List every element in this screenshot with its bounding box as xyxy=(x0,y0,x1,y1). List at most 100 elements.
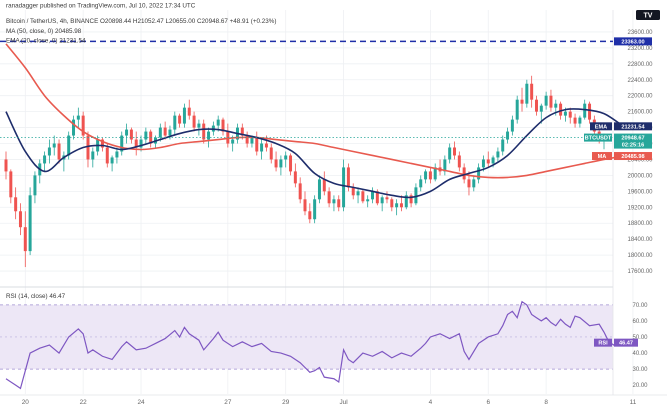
candle-body-111 xyxy=(539,105,543,112)
candle-body-54 xyxy=(264,143,268,148)
candle-body-24 xyxy=(120,135,124,152)
rsi-tag-bg xyxy=(614,338,638,347)
candle-body-101 xyxy=(491,157,495,164)
candle-body-86 xyxy=(419,179,423,188)
candle-body-41 xyxy=(202,123,206,140)
time-tick-6: 4 xyxy=(429,399,433,406)
price-axis[interactable]: 23600.00 23200.00 22800.00 22400.00 22000.00… xyxy=(627,30,653,275)
rsi-tick-3: 40.00 xyxy=(632,351,648,357)
candle-body-119 xyxy=(578,117,582,124)
candle-body-16 xyxy=(81,115,85,136)
candle-body-39 xyxy=(192,115,196,128)
candle-body-2 xyxy=(14,197,18,212)
candle-body-58 xyxy=(284,155,288,160)
candle-body-117 xyxy=(568,111,572,118)
candle-body-69 xyxy=(337,199,341,208)
candle-body-72 xyxy=(351,187,355,196)
publisher-text: ranadagger published on TradingView.com,… xyxy=(6,3,196,10)
ma-tag-value: 20485.98 xyxy=(621,154,644,160)
candle-body-26 xyxy=(129,129,133,140)
candle-body-113 xyxy=(549,95,553,108)
candle-body-9 xyxy=(47,147,51,156)
candle-body-104 xyxy=(506,131,510,140)
candle-body-53 xyxy=(260,143,264,152)
candle-body-84 xyxy=(409,195,413,204)
price-tick-11: 19200.00 xyxy=(627,205,653,211)
candle-body-59 xyxy=(289,155,293,172)
candle-body-110 xyxy=(534,99,538,112)
ma-tag-name: MA xyxy=(598,154,607,160)
price-tag-name: BTCUSDT xyxy=(585,136,612,142)
candle-body-1 xyxy=(9,171,13,198)
candle-body-70 xyxy=(342,167,346,208)
candle-body-77 xyxy=(375,191,379,204)
candle-body-93 xyxy=(453,147,456,156)
price-tag-value: 20948.67 xyxy=(621,136,644,142)
candle-body-112 xyxy=(544,95,548,106)
candle-body-95 xyxy=(462,167,466,180)
candle-body-56 xyxy=(274,159,278,168)
candle-body-63 xyxy=(308,211,312,220)
price-tick-0: 23600.00 xyxy=(627,30,653,36)
rsi-legend: RSI (14, close) 46.47 xyxy=(6,293,66,300)
candle-body-51 xyxy=(250,137,254,144)
time-tick-3: 27 xyxy=(224,399,232,406)
candle-body-97 xyxy=(472,179,476,188)
candle-body-91 xyxy=(443,159,447,172)
price-tick-15: 17600.00 xyxy=(627,269,653,275)
candle-body-115 xyxy=(559,103,563,116)
candles xyxy=(4,75,606,268)
candle-body-88 xyxy=(428,171,432,180)
price-tick-12: 18800.00 xyxy=(627,221,653,227)
candle-body-85 xyxy=(414,187,418,204)
ema-tag-name: EMA xyxy=(595,124,607,130)
price-tag-bg xyxy=(614,133,652,149)
candle-body-65 xyxy=(317,179,321,200)
price-tick-5: 21600.00 xyxy=(627,110,653,116)
time-tick-1: 22 xyxy=(80,399,88,406)
candle-body-13 xyxy=(67,135,71,156)
candle-body-23 xyxy=(115,151,119,158)
candle-body-57 xyxy=(279,159,283,168)
candle-body-71 xyxy=(346,167,350,188)
candle-body-74 xyxy=(361,191,365,202)
price-tick-8: 20400.00 xyxy=(627,157,653,163)
candle-body-107 xyxy=(520,99,524,104)
rsi-tick-4: 30.00 xyxy=(632,367,648,373)
candle-body-45 xyxy=(221,119,225,132)
time-tick-5: Jul xyxy=(339,399,347,406)
rsi-value-label: RSI 46.47 xyxy=(594,338,638,347)
candle-body-55 xyxy=(269,147,273,160)
candle-body-33 xyxy=(163,127,167,136)
candle-body-50 xyxy=(245,135,249,144)
time-tick-2: 24 xyxy=(137,399,145,406)
candle-body-103 xyxy=(501,139,505,152)
candle-body-67 xyxy=(327,191,331,204)
rsi-tick-0: 70.00 xyxy=(632,303,648,309)
price-tick-1: 23200.00 xyxy=(627,46,653,52)
ma-legend: MA (50, close, 0) 20485.98 xyxy=(6,28,82,35)
candle-body-36 xyxy=(178,115,182,124)
rsi-axis[interactable]: 70.00 60.00 50.00 40.00 30.00 20.00 xyxy=(632,303,648,389)
time-tick-0: 20 xyxy=(22,399,30,406)
candle-body-18 xyxy=(91,151,95,160)
candle-body-47 xyxy=(231,139,235,144)
candle-body-75 xyxy=(366,199,370,202)
ma-tag-bg xyxy=(614,152,652,161)
candle-body-82 xyxy=(399,203,403,208)
candle-body-4 xyxy=(23,227,27,252)
time-tick-8: 8 xyxy=(544,399,548,406)
ema-tag-value: 21231.54 xyxy=(621,124,645,130)
candle-body-87 xyxy=(424,171,428,180)
candle-body-66 xyxy=(322,179,326,192)
rsi-tick-1: 60.00 xyxy=(632,319,648,325)
time-axis[interactable]: 20 22 24 27 29 Jul 4 6 8 11 xyxy=(22,399,637,406)
candle-body-25 xyxy=(125,129,129,136)
candle-body-89 xyxy=(433,167,437,180)
candle-body-96 xyxy=(467,179,471,188)
candle-body-44 xyxy=(216,119,220,126)
candle-body-79 xyxy=(385,197,389,200)
last-price-label: BTCUSDT 20948.67 02:25:16 xyxy=(584,133,652,149)
candle-body-99 xyxy=(481,159,485,168)
